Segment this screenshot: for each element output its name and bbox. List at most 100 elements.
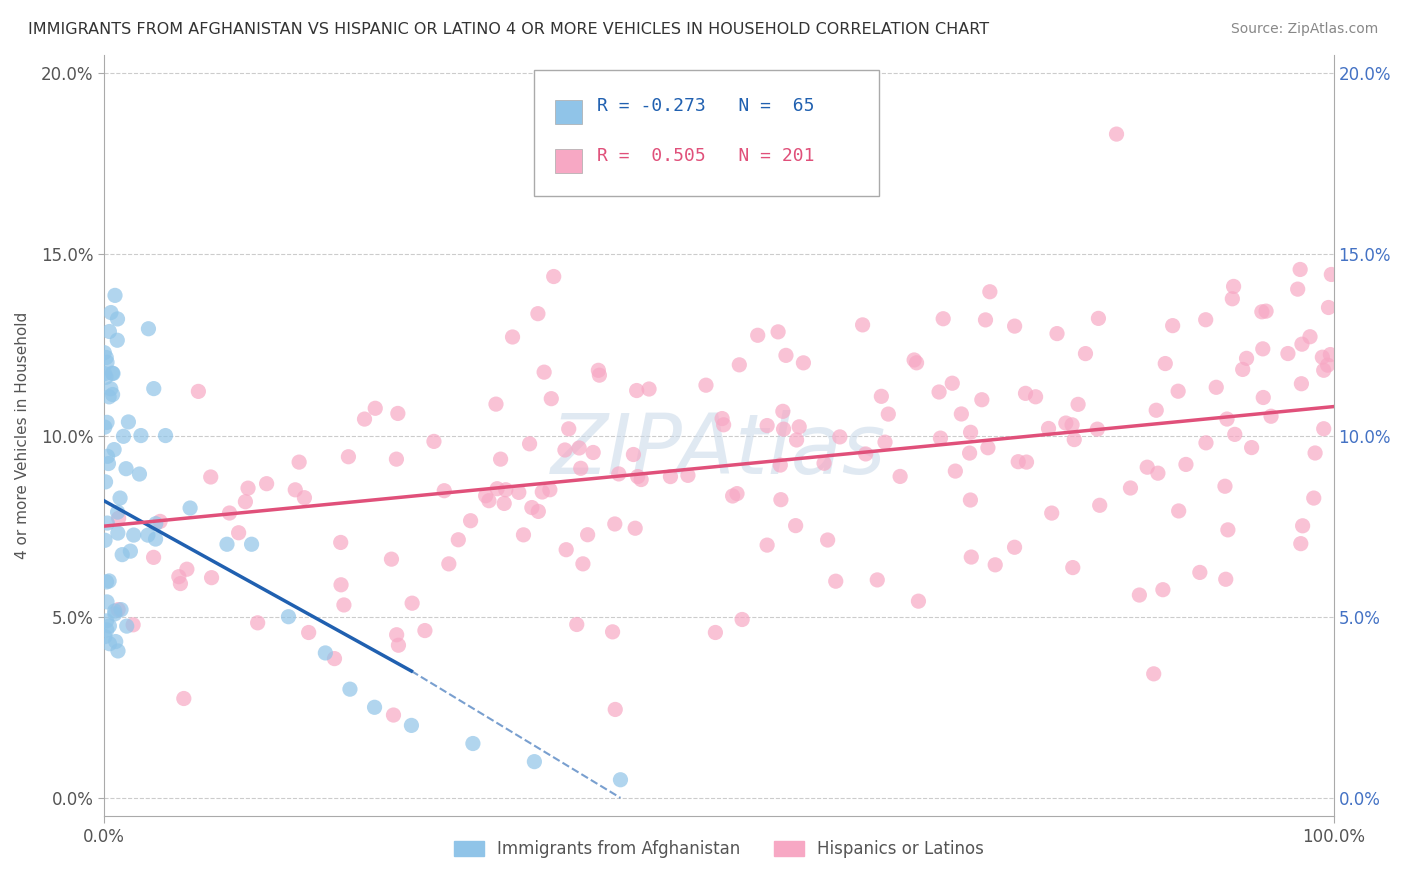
Point <box>609 772 631 787</box>
Point <box>1317 301 1340 315</box>
Point <box>721 489 744 503</box>
Point <box>333 598 356 612</box>
Point <box>1087 311 1109 326</box>
Point <box>96 614 118 628</box>
Point <box>638 382 661 396</box>
Point <box>1025 390 1047 404</box>
Point <box>533 365 555 379</box>
Point <box>1216 523 1239 537</box>
Point <box>766 325 789 339</box>
Point <box>364 401 387 416</box>
Point <box>246 615 269 630</box>
Point <box>855 447 877 461</box>
Point <box>98 619 121 633</box>
Point <box>659 469 682 483</box>
Point <box>929 431 952 445</box>
Point <box>1277 346 1299 360</box>
Point <box>385 452 408 467</box>
Point <box>538 483 561 497</box>
Point <box>337 450 360 464</box>
Legend: Immigrants from Afghanistan, Hispanics or Latinos: Immigrants from Afghanistan, Hispanics o… <box>447 833 991 864</box>
Point <box>502 330 524 344</box>
Point <box>1299 330 1322 344</box>
Point <box>128 467 150 481</box>
Point <box>1222 279 1244 293</box>
FancyBboxPatch shape <box>555 149 582 173</box>
Point <box>93 420 115 434</box>
Point <box>138 322 160 336</box>
Point <box>145 516 167 531</box>
Point <box>747 328 769 343</box>
Point <box>474 489 496 503</box>
Point <box>769 458 792 472</box>
Point <box>870 389 893 403</box>
Text: R = -0.273   N =  65: R = -0.273 N = 65 <box>598 97 814 115</box>
Point <box>713 417 735 432</box>
Point <box>149 515 172 529</box>
Point <box>959 493 981 508</box>
Point <box>363 700 385 714</box>
Point <box>695 378 717 392</box>
Point <box>107 602 129 616</box>
Point <box>1232 362 1254 376</box>
Point <box>603 516 626 531</box>
Point <box>100 305 122 319</box>
Point <box>769 492 792 507</box>
Point <box>96 623 118 637</box>
Point <box>110 602 132 616</box>
Point <box>145 532 167 546</box>
Point <box>339 682 361 697</box>
Point <box>228 525 250 540</box>
Point <box>1213 479 1236 493</box>
Point <box>1316 358 1339 372</box>
Point <box>568 441 591 455</box>
Point <box>98 390 121 404</box>
Point <box>725 486 748 500</box>
Y-axis label: 4 or more Vehicles in Household: 4 or more Vehicles in Household <box>15 312 30 559</box>
Point <box>1240 441 1263 455</box>
Point <box>1136 460 1159 475</box>
Point <box>401 718 423 732</box>
Point <box>1147 466 1170 480</box>
Point <box>627 469 650 483</box>
Point <box>1251 342 1274 356</box>
Point <box>1254 304 1277 318</box>
Point <box>1188 566 1211 580</box>
Point <box>873 435 896 450</box>
Point <box>387 406 409 420</box>
Point <box>527 504 550 518</box>
Point <box>112 429 135 443</box>
Point <box>447 533 470 547</box>
Point <box>1014 386 1036 401</box>
Point <box>907 594 929 608</box>
Point <box>852 318 875 332</box>
Point <box>486 482 509 496</box>
Point <box>520 500 543 515</box>
Point <box>1119 481 1142 495</box>
Point <box>558 422 581 436</box>
Point <box>96 450 118 464</box>
Point <box>284 483 307 497</box>
Point <box>889 469 911 483</box>
Point <box>108 491 131 505</box>
Point <box>1174 458 1197 472</box>
Point <box>277 609 299 624</box>
Point <box>176 562 198 576</box>
Point <box>786 433 808 447</box>
Point <box>200 571 222 585</box>
Point <box>288 455 311 469</box>
Point <box>117 415 139 429</box>
Point <box>728 358 751 372</box>
Point <box>103 442 125 457</box>
Point <box>772 404 794 418</box>
Point <box>813 456 835 470</box>
Point <box>96 595 118 609</box>
Point <box>107 511 129 525</box>
Point <box>298 625 321 640</box>
Point <box>1062 560 1084 574</box>
Text: Source: ZipAtlas.com: Source: ZipAtlas.com <box>1230 22 1378 37</box>
Point <box>236 481 259 495</box>
Point <box>169 576 191 591</box>
Point <box>1038 421 1060 435</box>
Point <box>105 333 128 347</box>
